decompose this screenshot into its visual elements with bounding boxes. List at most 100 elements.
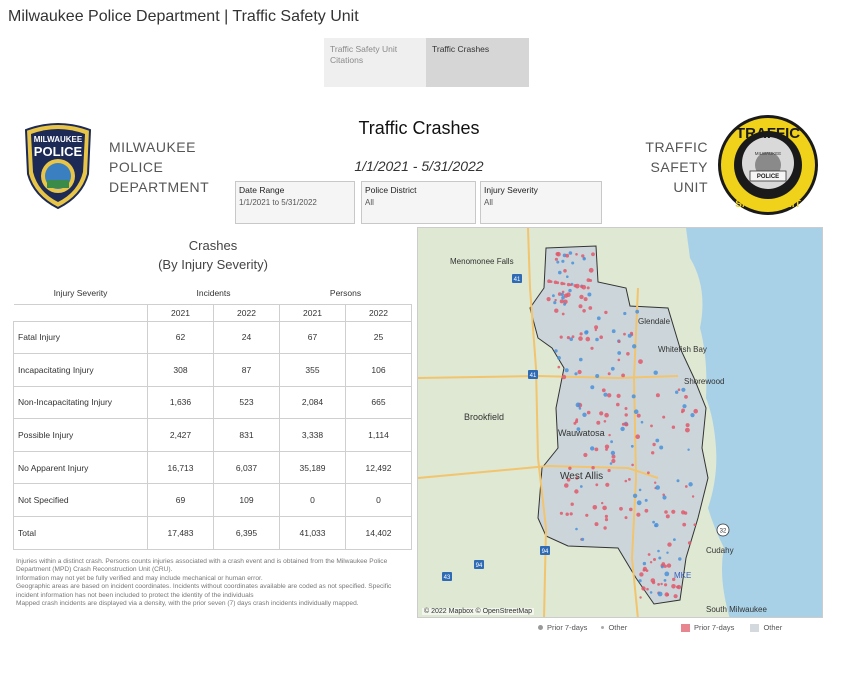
crash-point [565,253,570,258]
crash-point [556,260,560,264]
legend-label: Prior 7-days [547,623,588,632]
crashes-title: Crashes (By Injury Severity) [113,236,313,274]
tsu-logo-text-2: SAFETY UNIT [735,199,800,210]
crash-point [611,458,616,464]
highway-shield-icon: 43 [442,572,452,581]
police-logo-text-2: POLICE [34,144,83,159]
page-title: Traffic Crashes [358,118,480,138]
crash-point [590,446,595,451]
crash-point [639,596,642,599]
row-label: Not Specified [13,483,148,518]
crash-point [586,410,591,415]
filter-injury-severity[interactable]: Injury Severity All [480,181,602,224]
crash-point [596,316,601,321]
filter-police-district[interactable]: Police District All [361,181,476,224]
prior-7-days-point-icon [538,625,543,630]
crash-point [574,489,579,494]
crash-point [611,329,616,334]
crash-point [562,282,566,286]
crash-point [575,476,579,480]
crash-point [654,522,659,528]
crash-point [667,542,672,547]
crash-point [561,312,565,316]
row-label: Non-Incapacitating Injury [13,385,148,420]
crash-point [639,572,644,577]
legend-label: Other [608,623,628,632]
crash-point [644,498,648,502]
crash-point [591,252,595,257]
crash-point [583,297,588,302]
crash-point [630,444,634,448]
filter-date-range[interactable]: Date Range 1/1/2021 to 5/31/2022 [235,181,355,224]
crash-point [607,393,612,398]
crash-point [546,297,551,302]
crash-point [626,352,630,356]
crash-point [582,309,586,313]
crash-point [571,261,575,265]
crash-point [566,275,569,278]
table-row: Incapacitating Injury 308 87 355 106 [13,353,412,387]
crash-point [673,538,676,541]
highway-number: 94 [542,549,549,555]
crash-point [571,335,575,339]
crash-point [556,251,561,257]
table-row: No Apparent Injury 16,713 6,037 35,189 1… [13,450,412,485]
crash-point [638,359,643,364]
crash-point [638,488,642,492]
crash-point [599,335,603,339]
crash-point [596,420,601,425]
crashes-title-line-2: (By Injury Severity) [158,257,268,272]
highway-shield-icon: 32 [716,523,730,537]
crash-point [616,393,621,398]
row-label: Possible Injury [13,418,148,452]
year-header: 2021 [147,303,214,322]
crash-point [585,330,589,334]
tab-traffic-crashes[interactable]: Traffic Crashes [426,38,529,87]
crash-point [659,445,664,450]
crash-point [604,310,608,315]
legend-label: Prior 7-days [694,623,735,632]
crash-point [585,513,589,517]
crash-point [563,293,569,298]
table-cell: 25 [345,320,412,355]
table-cell: 665 [345,385,412,420]
crash-point [590,346,594,350]
crash-point [557,292,562,296]
crash-point [675,390,679,394]
crash-point [578,336,583,341]
year-header: 2022 [213,303,280,322]
prior-7-days-density-icon [681,623,690,632]
crash-point [628,478,631,481]
tsu-line-1: TRAFFIC [645,139,708,155]
crash-point [563,269,567,273]
crash-point [611,454,616,459]
crash-point [623,332,626,336]
crash-point [579,485,583,488]
crash-point [638,579,642,583]
table-cell: 523 [213,385,280,420]
crash-point [579,332,583,336]
crash-point [633,409,639,414]
crash-point [621,422,625,426]
crash-point [582,412,587,417]
crash-point [577,369,582,375]
crash-point [557,356,561,360]
crash-point [650,424,653,428]
filter-injury-severity-label: Injury Severity [484,185,538,195]
table-cell: 17,483 [147,516,214,550]
footnote-line: Geographic areas are based on incident c… [16,583,392,599]
crash-point [559,299,564,304]
map-place-label: Cudahy [706,546,734,555]
crash-density-map[interactable]: Menomonee Falls Glendale Whitefish Bay S… [417,227,823,618]
crash-point [624,413,628,417]
table-cell: 6,037 [213,450,280,485]
crash-point [603,526,607,530]
map-district-area [529,245,709,605]
crash-point [665,514,670,519]
filter-injury-severity-value: All [484,198,493,207]
crash-point [608,433,611,437]
table-cell: 6,395 [213,516,280,550]
crash-point [672,577,676,582]
tab-citations[interactable]: Traffic Safety Unit Citations [324,38,426,87]
legend-points: Prior 7-days Other [538,623,627,632]
